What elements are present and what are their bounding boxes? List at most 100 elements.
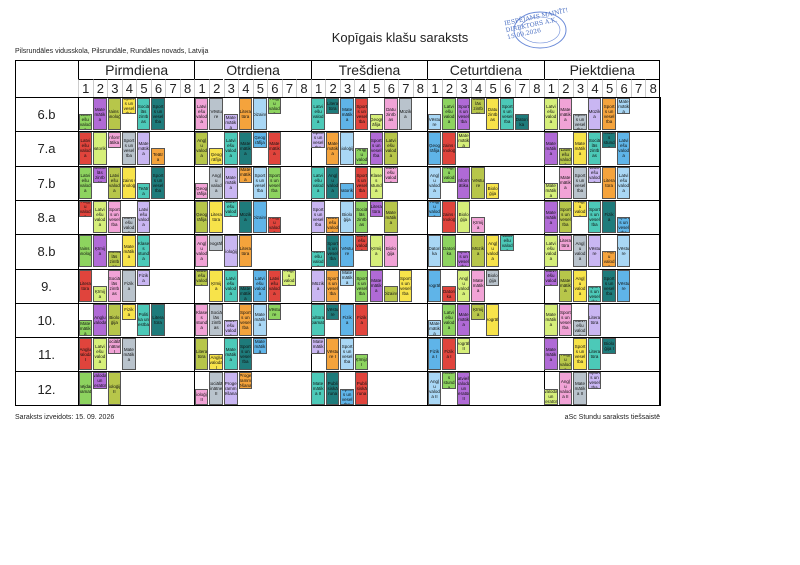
lesson-cell: Sociā lās zinīb as	[471, 98, 485, 115]
lesson-cell: Ķīmij a	[93, 235, 107, 268]
period-number: 5	[601, 79, 617, 97]
lesson-cell: Sport s un vesel ība	[573, 166, 587, 199]
lesson-cell: Publi siskā runa	[354, 372, 369, 405]
period-number: 2	[325, 79, 340, 97]
lesson-cell: Angļu valoda I	[209, 354, 223, 371]
lesson-cell: Sport s un vesel ība	[573, 114, 587, 131]
lesson-cell: Sport s un vesel ība	[616, 217, 631, 234]
lesson-cell: Sport s un vesel ība	[587, 372, 602, 389]
lesson-cell: Latvi ešu valod a	[311, 251, 325, 268]
lesson-cell: Litera tūra	[369, 200, 384, 218]
row-divider	[78, 234, 660, 236]
lesson-cell: Sociā lās zinīb as	[209, 303, 223, 337]
lesson-cell: Vēstu re	[616, 235, 631, 268]
lesson-cell: Klase s stund a	[194, 303, 209, 337]
lesson-cell: Dizains un tehnoloģija	[107, 98, 122, 131]
lesson-cell: Latvi ešu valod a	[93, 338, 107, 371]
lesson-cell: Mate mātik a	[427, 319, 442, 337]
lesson-cell: Angļ u valod a	[573, 200, 587, 218]
lesson-cell: Politi ka un tiesības	[136, 303, 151, 337]
timetable-grid	[15, 60, 660, 406]
period-number: 6	[616, 79, 631, 97]
lesson-cell: Latvi ešu valod a	[616, 132, 631, 165]
lesson-cell: Sport s un vesel ība	[253, 166, 267, 199]
lesson-cell: Sociā lās zinīb as	[354, 200, 369, 234]
lesson-cell: Angļ u valod a	[573, 269, 587, 302]
period-number: 5	[136, 79, 151, 97]
period-number: 1	[310, 79, 326, 97]
lesson-cell: Latvi ešu valod a	[78, 166, 93, 199]
lesson-cell: Datu zinīb as	[384, 98, 398, 131]
lesson-cell: Sport s un vesel ība	[238, 338, 253, 371]
period-number: 5	[485, 79, 500, 97]
row-divider	[78, 97, 660, 98]
lesson-cell: Mate mātik a	[224, 338, 238, 371]
lesson-cell: Latvi ešu valod a	[122, 217, 136, 234]
lesson-cell: Mate mātik a	[122, 338, 136, 371]
period-number: 4	[470, 79, 486, 97]
lesson-cell: Sport s un vesel ība	[398, 269, 413, 302]
lesson-cell: Sport s un vesel ība	[151, 166, 165, 199]
lesson-cell: Dizains	[253, 98, 267, 131]
lesson-cell: Biolo ģija	[384, 235, 398, 268]
period-number: 3	[456, 79, 471, 97]
lesson-cell: Sociā lās zinīb as	[93, 166, 107, 183]
lesson-cell: Mate mātik a	[122, 235, 136, 268]
lesson-cell: Latvi ešu valod a	[442, 303, 456, 337]
lesson-cell: Fizik a	[340, 303, 354, 337]
lesson-cell: Ģeog rāfija	[209, 148, 223, 165]
lesson-cell: Fizik a I	[427, 338, 442, 371]
lesson-cell: Litera tūra	[78, 269, 93, 302]
lesson-cell: Latvi ešu valod a	[311, 166, 325, 199]
lesson-cell: Mate mātik a	[456, 303, 471, 337]
lesson-cell: Latvi ešu valod a	[78, 114, 93, 131]
lesson-cell: Latvi ešu valod a	[224, 269, 238, 302]
lesson-cell: Latvi ešu valod a	[500, 235, 514, 252]
lesson-cell: Mūzik a	[587, 98, 602, 131]
lesson-cell: Litera tūra	[151, 303, 165, 337]
lesson-cell: Proge ramm ēšana	[238, 372, 253, 389]
lesson-cell: Ģeog rāfija	[253, 132, 267, 149]
lesson-cell: Klase s stund a	[442, 372, 456, 389]
lesson-cell: Litera tūra	[209, 200, 223, 234]
lesson-cell: Vēstu re	[471, 166, 485, 199]
lesson-cell: Latvi ešu valod a	[253, 269, 267, 302]
lesson-cell: Latvi ešu valod a	[224, 319, 238, 337]
lesson-cell: Ķīmij a	[93, 285, 107, 302]
lesson-cell: Inform ātika	[107, 132, 122, 149]
lesson-cell: Mate mātik a	[340, 98, 354, 131]
period-number: 2	[92, 79, 108, 97]
lesson-cell: Angļ u valod a	[442, 166, 456, 183]
period-number: 8	[296, 79, 311, 97]
lesson-cell: Latvi ešu valod a	[267, 269, 282, 302]
period-number: 8	[645, 79, 660, 97]
lesson-cell: Latvi ešu valod a	[93, 200, 107, 234]
period-number: 4	[354, 79, 369, 97]
row-divider	[78, 131, 660, 133]
period-number: 5	[369, 79, 384, 97]
day-header: Trešdiena	[310, 60, 427, 79]
lesson-cell: Uzņēmējdarbības pamati	[78, 372, 93, 405]
lesson-cell: Sport s un vesel ība	[456, 251, 471, 268]
lesson-cell: Latvi ešu valod a	[311, 98, 325, 131]
lesson-cell: Mate mātik a	[558, 98, 573, 131]
lesson-cell: Angļ u valod a	[354, 148, 369, 165]
period-number: 2	[208, 79, 224, 97]
lesson-cell: Sport s un vesel ība	[602, 269, 616, 302]
day-header: Otrdiena	[194, 60, 310, 79]
lesson-cell: Sport s un vesel ība	[311, 132, 325, 149]
lesson-cell: Fizik a	[122, 303, 136, 320]
lesson-cell: Mate mātik a	[136, 132, 151, 165]
lesson-cell: Latvi ešu valod a	[573, 319, 587, 337]
lesson-cell: Inform ātika	[456, 166, 471, 199]
page-title: Kopīgais klašu saraksts	[331, 30, 469, 45]
class-label: 6.b	[15, 97, 78, 131]
